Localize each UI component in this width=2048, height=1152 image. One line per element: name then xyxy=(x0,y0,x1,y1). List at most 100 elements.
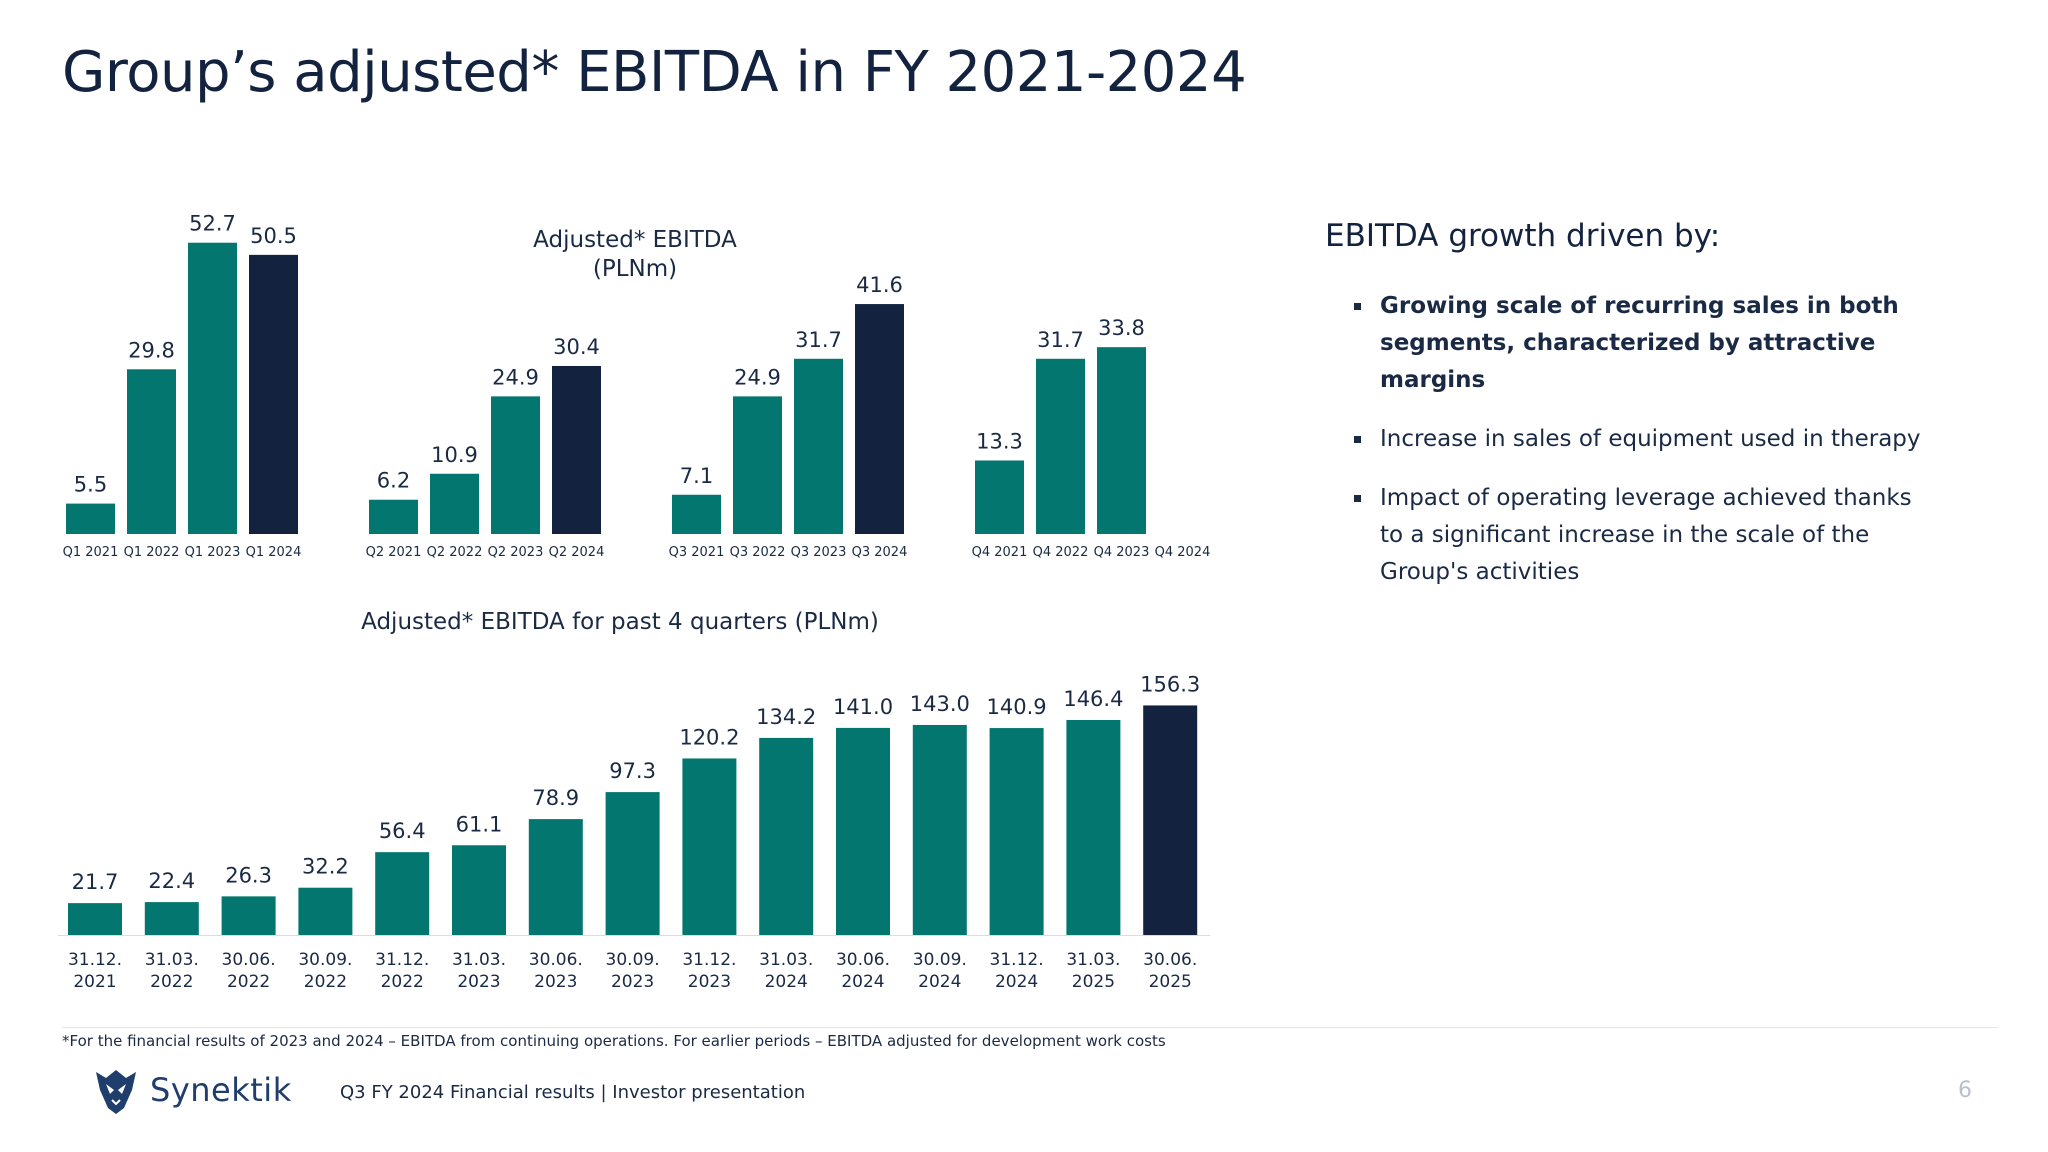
data-label: 52.7 xyxy=(189,212,236,236)
tick-label: Q4 2022 xyxy=(1033,545,1089,560)
bar xyxy=(144,902,199,935)
tick-label: 31.03. xyxy=(759,950,813,970)
bar xyxy=(1097,347,1146,534)
tick-label: 2023 xyxy=(611,972,654,992)
tick-label: Q3 2024 xyxy=(852,545,908,560)
footer-divider xyxy=(62,1027,1998,1028)
tick-label: 2024 xyxy=(995,972,1038,992)
data-label: 146.4 xyxy=(1063,687,1123,711)
page-title: Group’s adjusted* EBITDA in FY 2021-2024 xyxy=(62,40,1247,105)
bar xyxy=(127,369,176,534)
data-label: 32.2 xyxy=(302,855,349,879)
tick-label: Q1 2021 xyxy=(63,545,119,560)
tick-label: 30.09. xyxy=(298,950,352,970)
tick-label: Q2 2023 xyxy=(488,545,544,560)
tick-label: 2022 xyxy=(304,972,347,992)
data-label: 29.8 xyxy=(128,338,175,362)
data-label: 41.6 xyxy=(856,273,903,297)
tick-label: Q4 2023 xyxy=(1094,545,1150,560)
data-label: 31.7 xyxy=(1037,328,1084,352)
footnote: *For the financial results of 2023 and 2… xyxy=(62,1032,1166,1050)
data-label: 143.0 xyxy=(910,692,970,716)
tick-label: 31.12. xyxy=(68,950,122,970)
growth-driver-item: Increase in sales of equipment used in t… xyxy=(1352,421,1940,458)
tick-label: 2021 xyxy=(73,972,116,992)
tick-label: Q3 2023 xyxy=(791,545,847,560)
chart1-title-line2: (PLNm) xyxy=(592,256,678,282)
growth-heading: EBITDA growth driven by: xyxy=(1325,218,1721,254)
tick-label: 31.03. xyxy=(1066,950,1120,970)
page-number: 6 xyxy=(1958,1078,1972,1103)
data-label: 97.3 xyxy=(609,759,656,783)
bar xyxy=(68,903,122,935)
data-label: 7.1 xyxy=(680,464,713,488)
bar xyxy=(249,254,298,534)
bar xyxy=(759,737,814,935)
bar xyxy=(1036,358,1085,534)
bar xyxy=(672,494,721,534)
tick-label: 2024 xyxy=(765,972,808,992)
tick-label: 2024 xyxy=(841,972,884,992)
tick-label: 30.06. xyxy=(1143,950,1197,970)
company-logo: Synektik xyxy=(90,1062,292,1118)
tick-label: Q2 2022 xyxy=(427,545,483,560)
bar xyxy=(369,499,418,534)
data-label: 140.9 xyxy=(987,695,1047,719)
bar xyxy=(491,396,540,534)
logo-text: Synektik xyxy=(150,1071,292,1109)
data-label: 31.7 xyxy=(795,328,842,352)
tick-label: 2024 xyxy=(918,972,961,992)
tick-label: 31.12. xyxy=(990,950,1044,970)
tick-label: Q2 2024 xyxy=(549,545,605,560)
tick-label: 31.03. xyxy=(145,950,199,970)
tick-label: 31.12. xyxy=(682,950,736,970)
data-label: 120.2 xyxy=(679,725,739,749)
growth-driver-item: Impact of operating leverage achieved th… xyxy=(1352,480,1940,591)
quarterly-ebitda-chart: 5.5 Q1 2021 29.8 Q1 2022 52.7 Q1 2023 50.5 Q1 2… xyxy=(63,212,1211,560)
tick-label: Q2 2021 xyxy=(366,545,422,560)
footer-presentation-label: Q3 FY 2024 Financial results | Investor … xyxy=(340,1082,806,1103)
tick-label: 31.03. xyxy=(452,950,506,970)
tick-label: 31.12. xyxy=(375,950,429,970)
bar xyxy=(794,358,843,534)
bar xyxy=(66,503,115,534)
bar xyxy=(605,792,660,935)
tick-label: 2023 xyxy=(688,972,731,992)
data-label: 141.0 xyxy=(833,695,893,719)
bar xyxy=(733,396,782,534)
chart2-title: Adjusted* EBITDA for past 4 quarters (PL… xyxy=(361,609,879,635)
bar xyxy=(430,473,479,534)
data-label: 21.7 xyxy=(72,870,119,894)
bar xyxy=(836,727,890,935)
tick-label: Q1 2022 xyxy=(124,545,180,560)
bar xyxy=(298,887,353,935)
bar xyxy=(528,819,583,935)
tick-label: 2022 xyxy=(227,972,270,992)
tick-label: Q1 2023 xyxy=(185,545,241,560)
data-label: 50.5 xyxy=(250,224,297,248)
tick-label: 30.06. xyxy=(222,950,276,970)
bar xyxy=(989,728,1044,935)
bar xyxy=(855,304,904,534)
bar xyxy=(1066,719,1121,935)
tick-label: 2023 xyxy=(534,972,577,992)
tick-label: 30.06. xyxy=(836,950,890,970)
tick-label: 30.09. xyxy=(913,950,967,970)
bar xyxy=(912,724,967,935)
chart1-title-line1: Adjusted* EBITDA xyxy=(533,227,737,253)
bar xyxy=(1143,705,1198,935)
tick-label: 30.06. xyxy=(529,950,583,970)
growth-driver-item: Growing scale of recurring sales in both… xyxy=(1352,288,1940,399)
data-label: 30.4 xyxy=(553,335,600,359)
data-label: 56.4 xyxy=(379,819,426,843)
bar xyxy=(188,242,237,535)
data-label: 33.8 xyxy=(1098,316,1145,340)
bar xyxy=(975,460,1024,534)
bar xyxy=(552,365,601,534)
bar xyxy=(375,852,430,935)
data-label: 24.9 xyxy=(734,365,781,389)
bar xyxy=(221,896,276,935)
rolling-ebitda-chart: 21.731.12.202122.431.03.202226.330.06.20… xyxy=(58,672,1210,992)
tick-label: Q1 2024 xyxy=(246,545,302,560)
data-label: 156.3 xyxy=(1140,672,1200,696)
